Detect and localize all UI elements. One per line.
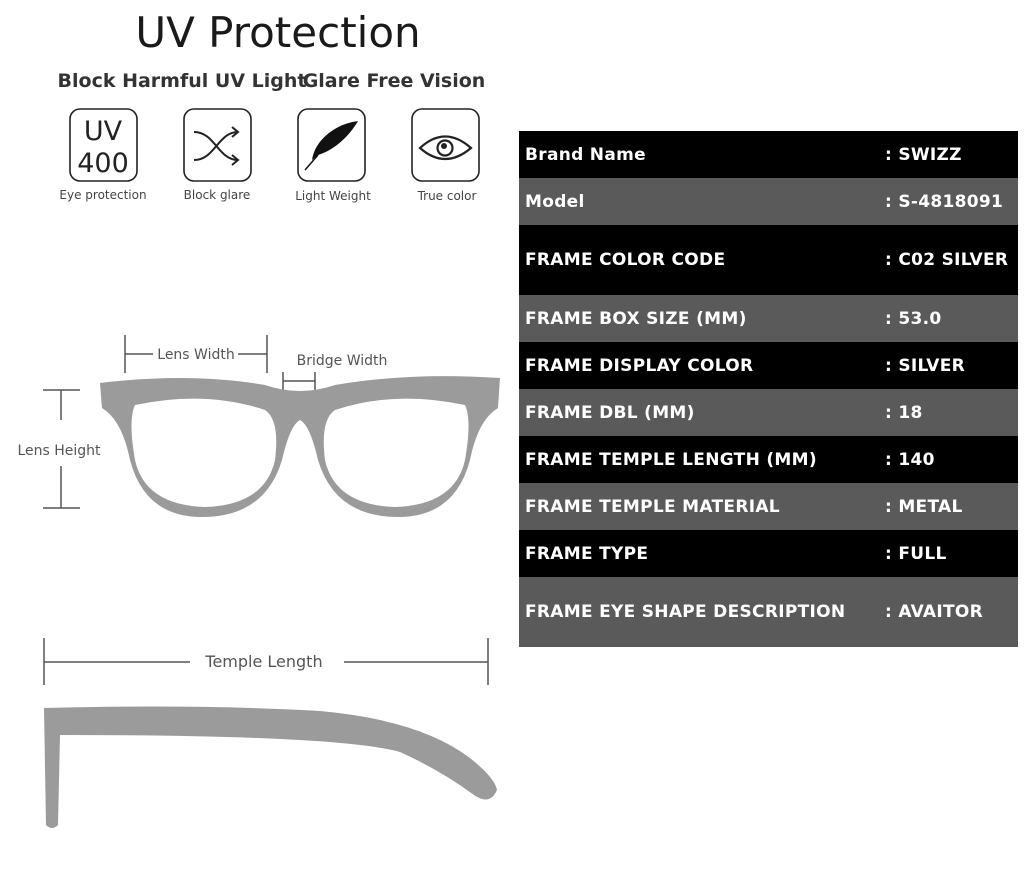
lens-width-label: Lens Width [157,347,234,363]
svg-text:400: 400 [77,148,129,179]
feature-label: Eye protection [59,188,146,202]
lens-height-label: Lens Height [17,443,101,459]
spec-label: FRAME TEMPLE LENGTH (MM) [525,449,817,470]
svg-text:UV: UV [84,116,123,147]
spec-value: : AVAITOR [885,602,984,622]
spec-row: FRAME DBL (MM) : 18 [519,389,1018,436]
spec-value: : 53.0 [885,308,942,329]
spec-label: FRAME TYPE [525,543,649,564]
feature-label: Light Weight [295,189,371,203]
measurement-guides [43,335,489,685]
spec-value: : FULL [885,543,947,564]
spec-row: FRAME TYPE : FULL [519,530,1018,577]
eye-icon [411,108,480,182]
spec-value: : METAL [885,496,963,517]
shuffle-arrows-icon [183,108,252,182]
spec-table: Brand Name : SWIZZ Model : S-4818091 FRAME C… [519,131,1018,647]
spec-label: Brand Name [525,144,646,165]
spec-row: FRAME BOX SIZE (MM) : 53.0 [519,295,1018,342]
glasses-frame [100,376,500,517]
spec-row: Model : S-4818091 [519,178,1018,225]
spec-row: FRAME EYE SHAPE DESCRIPTION : AVAITOR [519,577,1018,647]
spec-label: FRAME BOX SIZE (MM) [525,308,747,329]
spec-row: FRAME DISPLAY COLOR : SILVER [519,342,1018,389]
bridge-width-label: Bridge Width [297,353,388,369]
glasses-temple [44,706,497,828]
spec-label: FRAME COLOR CODE [525,250,726,270]
temple-length-label: Temple Length [204,652,322,671]
spec-label: FRAME TEMPLE MATERIAL [525,496,780,517]
page-title: UV Protection [135,8,420,57]
feather-icon [297,108,366,182]
spec-value: : 18 [885,402,923,423]
subtitle-right: Glare Free Vision [303,70,486,92]
spec-value: : SILVER [885,355,966,376]
spec-label: FRAME DBL (MM) [525,402,695,423]
spec-value: : SWIZZ [885,144,962,165]
feature-label: True color [417,189,477,203]
spec-label: Model [525,191,585,212]
spec-row: FRAME TEMPLE MATERIAL : METAL [519,483,1018,530]
spec-value: : S-4818091 [885,191,1004,212]
spec-row: FRAME COLOR CODE : C02 SILVER [519,225,1018,295]
spec-row: FRAME TEMPLE LENGTH (MM) : 140 [519,436,1018,483]
feature-label: Block glare [184,188,251,202]
spec-row: Brand Name : SWIZZ [519,131,1018,178]
subtitle-left: Block Harmful UV Light [58,70,307,92]
spec-label: FRAME EYE SHAPE DESCRIPTION [525,602,846,622]
spec-label: FRAME DISPLAY COLOR [525,355,754,376]
uv400-icon: UV 400 [69,108,138,182]
spec-value: : 140 [885,449,935,470]
spec-value: : C02 SILVER [885,250,1009,270]
product-diagram: UV Protection Block Harmful UV Light Gla… [17,8,500,828]
